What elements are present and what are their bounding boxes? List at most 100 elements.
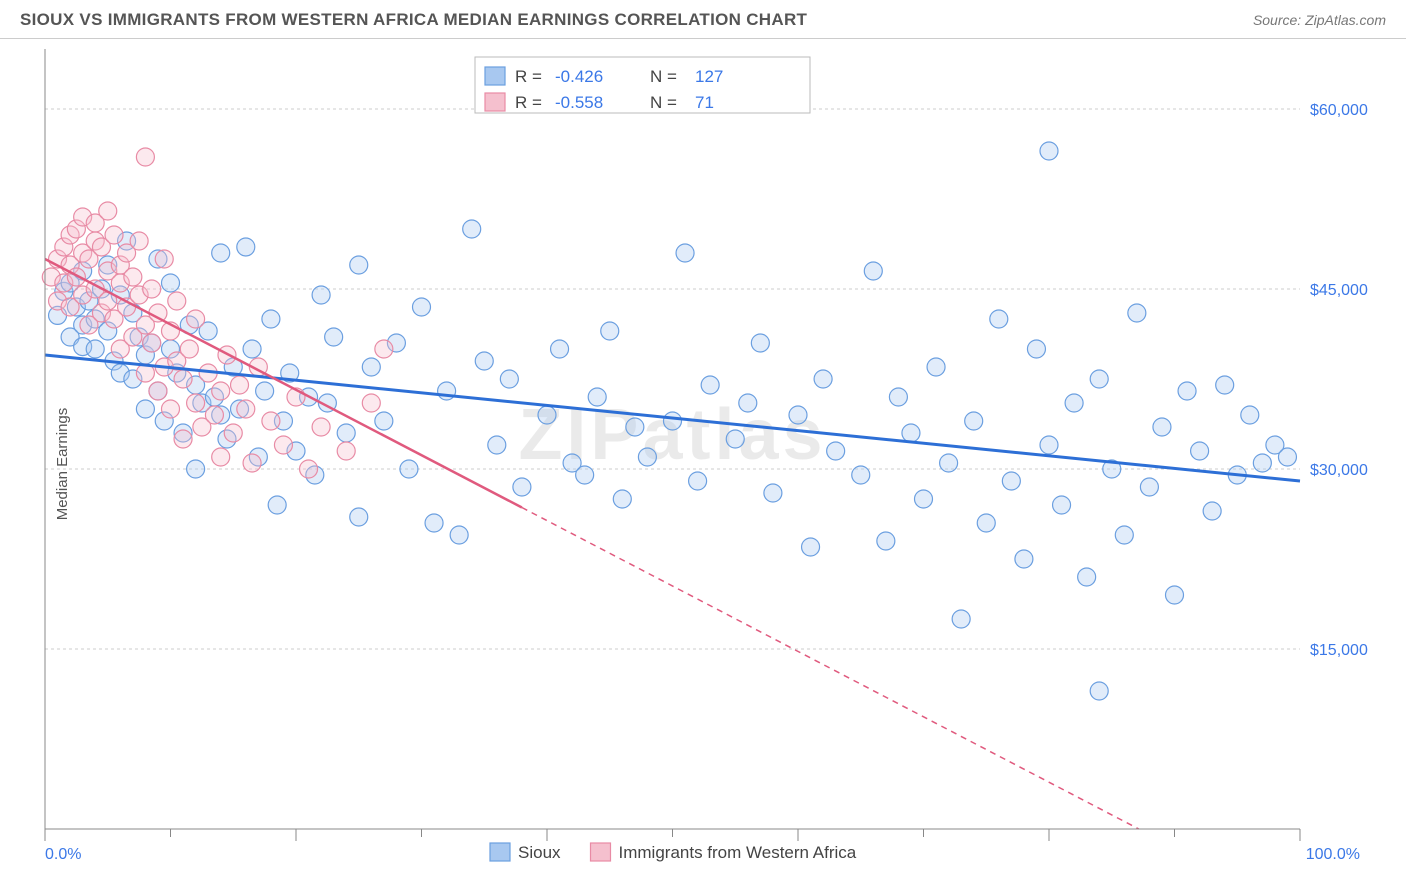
data-point [375, 412, 393, 430]
data-point [124, 268, 142, 286]
data-point [1203, 502, 1221, 520]
data-point [1216, 376, 1234, 394]
data-point [940, 454, 958, 472]
data-point [1015, 550, 1033, 568]
trend-line-dashed [522, 508, 1139, 829]
data-point [243, 340, 261, 358]
data-point [1153, 418, 1171, 436]
data-point [1053, 496, 1071, 514]
chart-area: Median Earnings $15,000$30,000$45,000$60… [0, 39, 1406, 889]
data-point [400, 460, 418, 478]
data-point [827, 442, 845, 460]
data-point [86, 340, 104, 358]
data-point [1040, 436, 1058, 454]
data-point [262, 412, 280, 430]
bottom-legend-swatch [490, 843, 510, 861]
data-point [105, 226, 123, 244]
data-point [224, 424, 242, 442]
data-point [162, 400, 180, 418]
data-point [852, 466, 870, 484]
data-point [187, 460, 205, 478]
data-point [149, 304, 167, 322]
data-point [1191, 442, 1209, 460]
data-point [99, 202, 117, 220]
legend-r-value: -0.558 [555, 93, 603, 112]
data-point [1027, 340, 1045, 358]
data-point [1166, 586, 1184, 604]
data-point [243, 454, 261, 472]
data-point [1278, 448, 1296, 466]
bottom-legend-label: Sioux [518, 843, 561, 862]
data-point [902, 424, 920, 442]
data-point [576, 466, 594, 484]
data-point [676, 244, 694, 262]
data-point [256, 382, 274, 400]
legend-r-label: R = [515, 67, 542, 86]
data-point [965, 412, 983, 430]
bottom-legend-label: Immigrants from Western Africa [619, 843, 857, 862]
data-point [350, 508, 368, 526]
data-point [312, 418, 330, 436]
data-point [751, 334, 769, 352]
legend-n-value: 71 [695, 93, 714, 112]
data-point [613, 490, 631, 508]
chart-source: Source: ZipAtlas.com [1253, 12, 1386, 28]
data-point [689, 472, 707, 490]
data-point [212, 448, 230, 466]
legend-n-label: N = [650, 67, 677, 86]
data-point [1253, 454, 1271, 472]
data-point [739, 394, 757, 412]
data-point [149, 382, 167, 400]
data-point [450, 526, 468, 544]
y-axis-label: Median Earnings [54, 408, 71, 521]
data-point [1115, 526, 1133, 544]
data-point [538, 406, 556, 424]
legend-swatch [485, 67, 505, 85]
data-point [864, 262, 882, 280]
series-sioux [49, 142, 1297, 700]
data-point [425, 514, 443, 532]
x-label-left: 0.0% [45, 846, 81, 863]
data-point [475, 352, 493, 370]
data-point [237, 238, 255, 256]
data-point [262, 310, 280, 328]
data-point [1090, 370, 1108, 388]
data-point [701, 376, 719, 394]
data-point [136, 400, 154, 418]
data-point [187, 394, 205, 412]
chart-title: SIOUX VS IMMIGRANTS FROM WESTERN AFRICA … [20, 10, 807, 30]
data-point [375, 340, 393, 358]
data-point [362, 358, 380, 376]
data-point [1002, 472, 1020, 490]
data-point [174, 370, 192, 388]
data-point [168, 292, 186, 310]
data-point [500, 370, 518, 388]
data-point [877, 532, 895, 550]
y-tick-label: $45,000 [1310, 282, 1368, 299]
data-point [337, 442, 355, 460]
data-point [1040, 142, 1058, 160]
y-tick-label: $60,000 [1310, 102, 1368, 119]
data-point [488, 436, 506, 454]
data-point [990, 310, 1008, 328]
data-point [789, 406, 807, 424]
data-point [274, 436, 292, 454]
data-point [325, 328, 343, 346]
data-point [143, 280, 161, 298]
data-point [977, 514, 995, 532]
data-point [143, 334, 161, 352]
data-point [601, 322, 619, 340]
data-point [513, 478, 531, 496]
data-point [915, 490, 933, 508]
data-point [155, 250, 173, 268]
data-point [1178, 382, 1196, 400]
legend-r-label: R = [515, 93, 542, 112]
data-point [802, 538, 820, 556]
data-point [312, 286, 330, 304]
x-label-right: 100.0% [1306, 846, 1360, 863]
data-point [814, 370, 832, 388]
data-point [136, 148, 154, 166]
data-point [212, 244, 230, 262]
scatter-chart: $15,000$30,000$45,000$60,000ZIPatlas0.0%… [0, 39, 1406, 879]
data-point [1065, 394, 1083, 412]
